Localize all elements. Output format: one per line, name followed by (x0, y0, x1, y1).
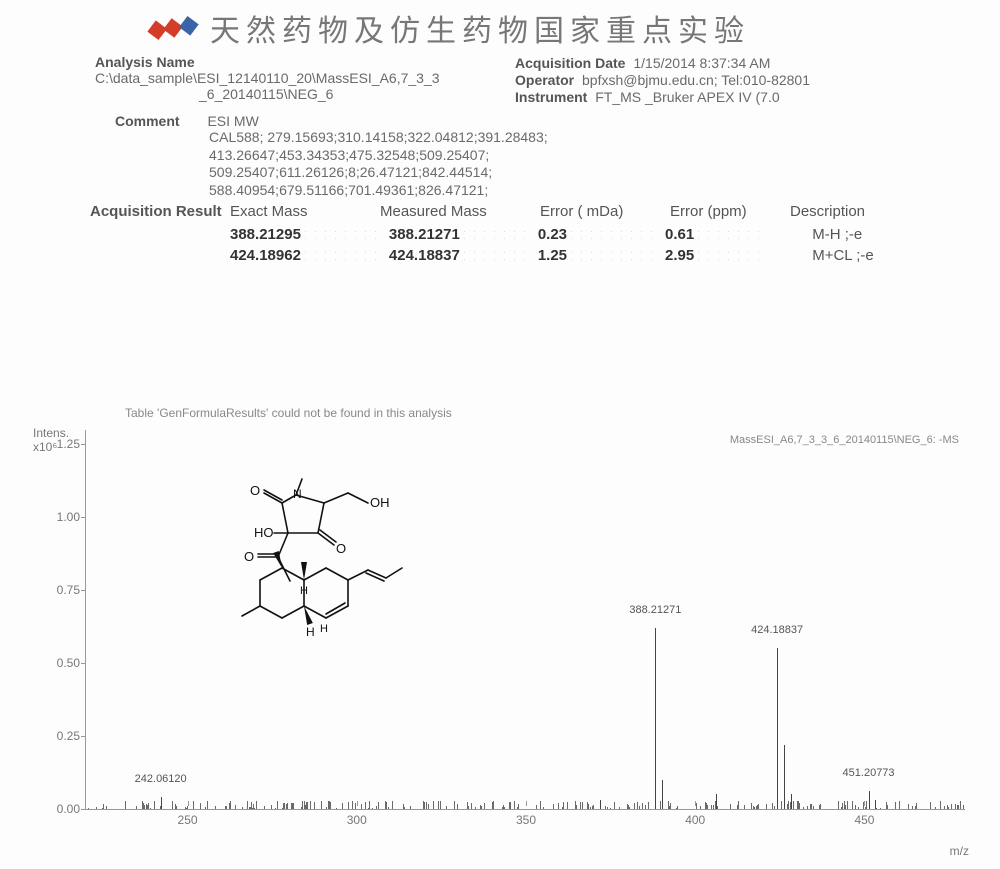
cell-desc: M+CL ;-e (812, 247, 902, 264)
page-title: 天然药物及仿生药物国家重点实验 (210, 6, 750, 50)
analysis-name-label: Analysis Name (95, 54, 195, 70)
spectrum-peak (875, 800, 876, 809)
chart-axes: MassESI_A6,7_3_3_6_20140115\NEG_6: -MS N… (85, 430, 965, 810)
col-exact: Exact Mass (230, 203, 380, 220)
cell-err-mda: 0.23 (538, 226, 567, 243)
svg-text:H: H (306, 625, 315, 639)
chart-warning: Table 'GenFormulaResults' could not be f… (125, 406, 452, 420)
comment-label: Comment (115, 113, 180, 129)
spectrum-peak (161, 797, 162, 809)
y-tick: 1.25 (46, 437, 80, 451)
y-tick: 0.25 (46, 729, 80, 743)
svg-text:H: H (320, 623, 328, 635)
analysis-name-value-2: _6_20140115\NEG_6 (199, 86, 333, 102)
metadata-block: Analysis Name C:\data_sample\ESI_1214011… (0, 52, 1000, 105)
peak-label: 388.21271 (629, 604, 681, 616)
spectrum-peak (600, 800, 601, 809)
instrument-label: Instrument (515, 89, 587, 105)
col-err-mda: Error ( mDa) (540, 203, 670, 220)
spectrum-peak (655, 628, 656, 809)
peak-label: 451.20773 (843, 767, 895, 779)
x-tick: 250 (178, 813, 198, 827)
logo-icon (149, 18, 197, 38)
cell-exact: 388.21295 (230, 226, 301, 243)
comment-lines: CAL588; 279.15693;310.14158;322.04812;39… (115, 129, 940, 199)
y-tick: 0.75 (46, 583, 80, 597)
svg-text:OH: OH (370, 495, 390, 510)
cell-err-mda: 1.25 (538, 247, 567, 264)
spectrum-peak (662, 780, 663, 809)
logo-diamond-3 (179, 16, 199, 36)
svg-text:O: O (244, 549, 254, 564)
spectrum-peak (784, 745, 785, 809)
chart-inset-label: MassESI_A6,7_3_3_6_20140115\NEG_6: -MS (730, 434, 959, 446)
svg-text:HO: HO (254, 525, 274, 540)
cell-exact: 424.18962 (230, 247, 301, 264)
spectrum-peak (791, 794, 792, 809)
molecule-structure: NOOOHHOOHHH (176, 460, 406, 680)
cell-meas: 388.21271 (389, 226, 460, 243)
comment-line: 413.26647;453.34353;475.32548;509.25407; (209, 147, 940, 165)
acq-result-header: Acquisition Result Exact Mass Measured M… (0, 199, 1000, 220)
y-tick: 1.00 (46, 510, 80, 524)
x-tick: 400 (685, 813, 705, 827)
cell-desc: M-H ;-e (812, 226, 902, 243)
x-tick: 300 (347, 813, 367, 827)
spectrum-peak (716, 794, 717, 809)
spectrum-peak (777, 648, 778, 809)
operator-value: bpfxsh@bjmu.edu.cn; Tel:010-82801 (582, 72, 810, 88)
x-tick: 350 (516, 813, 536, 827)
peak-label: 242.06120 (135, 773, 187, 785)
comment-head: ESI MW (207, 113, 258, 129)
acq-date-label: Acquisition Date (515, 55, 625, 71)
cell-err-ppm: 0.61 (665, 226, 694, 243)
x-tick: 450 (854, 813, 874, 827)
y-tick: 0.00 (46, 802, 80, 816)
comment-block: Comment ESI MW CAL588; 279.15693;310.141… (0, 105, 1000, 199)
analysis-name-value-1: C:\data_sample\ESI_12140110_20\MassESI_A… (95, 70, 440, 86)
col-desc: Description (790, 203, 910, 220)
peak-label: 424.18837 (751, 624, 803, 636)
table-row: 388.21295 388.21271 0.23 0.61 M-H ;-e (230, 226, 980, 243)
acq-result-rows: 388.21295 388.21271 0.23 0.61 M-H ;-e 424.189… (0, 220, 1000, 264)
table-row: 424.18962 424.18837 1.25 2.95 M+CL ;-e (230, 247, 980, 264)
mass-spectrum-chart: Table 'GenFormulaResults' could not be f… (85, 430, 965, 840)
operator-label: Operator (515, 72, 574, 88)
header-bar: 天然药物及仿生药物国家重点实验 (0, 0, 1000, 52)
instrument-value: FT_MS _Bruker APEX IV (7.0 (595, 89, 779, 105)
col-err-ppm: Error (ppm) (670, 203, 790, 220)
x-axis-title: m/z (950, 844, 969, 858)
cell-meas: 424.18837 (389, 247, 460, 264)
svg-text:H: H (300, 585, 308, 597)
spectrum-peak (869, 791, 870, 809)
acq-result-label: Acquisition Result (90, 203, 230, 220)
cell-err-ppm: 2.95 (665, 247, 694, 264)
y-tick: 0.50 (46, 656, 80, 670)
comment-line: 509.25407;611.26126;8;26.47121;842.44514… (209, 164, 940, 182)
svg-text:N: N (293, 487, 302, 501)
svg-text:O: O (336, 541, 346, 556)
acq-date-value: 1/15/2014 8:37:34 AM (633, 55, 770, 71)
comment-line: CAL588; 279.15693;310.14158;322.04812;39… (209, 129, 940, 147)
svg-text:O: O (250, 483, 260, 498)
comment-line: 588.40954;679.51166;701.49361;826.47121; (209, 182, 940, 200)
col-meas: Measured Mass (380, 203, 540, 220)
